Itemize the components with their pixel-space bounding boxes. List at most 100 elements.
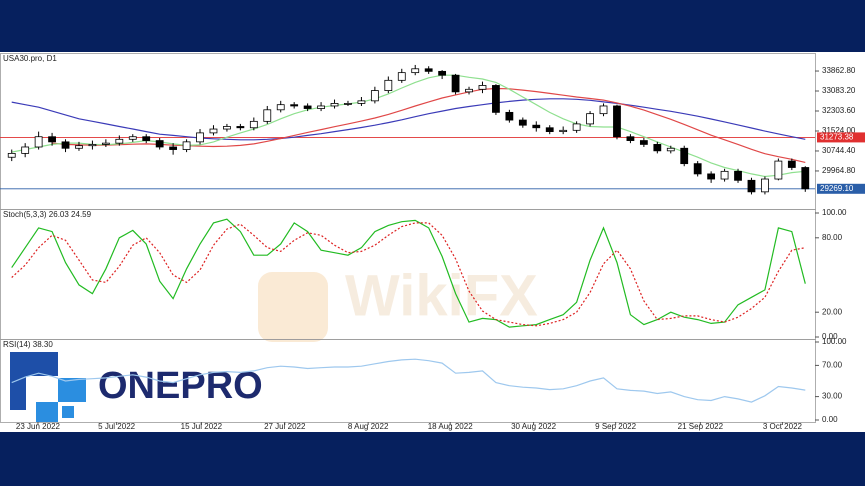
- x-tick-label: 3 Oct 2022: [763, 422, 803, 431]
- x-tick-label: 21 Sep 2022: [678, 422, 724, 431]
- watermark: WikiFX: [258, 263, 538, 342]
- watermark-text: WikiFX: [345, 263, 538, 328]
- candle-body: [586, 113, 594, 125]
- candle-body: [34, 136, 43, 148]
- candle-body: [249, 120, 258, 129]
- y-tick-label: 70.00: [822, 361, 843, 370]
- y-tick-label: 29964.80: [822, 166, 856, 175]
- logo-text: ONEPRO: [98, 365, 263, 407]
- candle-body: [559, 129, 568, 133]
- logo-shape: [36, 402, 58, 422]
- candle-body: [626, 136, 635, 141]
- price-level-label: 31273.38: [820, 133, 854, 142]
- candle-body: [182, 141, 191, 150]
- candle-body: [344, 103, 352, 105]
- y-tick-label: 80.00: [822, 233, 843, 242]
- candle-body: [290, 104, 299, 107]
- y-tick-label: 33862.80: [822, 66, 856, 75]
- candle-body: [169, 146, 178, 150]
- candle-body: [747, 179, 756, 193]
- candle-body: [599, 105, 608, 115]
- candle-body: [774, 160, 783, 180]
- candle-body: [7, 152, 16, 158]
- logo-shape: [10, 352, 26, 410]
- x-tick-label: 23 Jun 2022: [16, 422, 61, 431]
- candle-body: [236, 126, 245, 129]
- logo: ONEPRO: [10, 352, 263, 422]
- candle-body: [303, 105, 312, 109]
- candle-body: [75, 145, 83, 149]
- y-tick-label: 100.00: [822, 337, 847, 346]
- candle-body: [801, 167, 810, 190]
- candle-body: [411, 68, 420, 74]
- candle-body: [572, 123, 581, 131]
- candle-body: [787, 160, 796, 168]
- y-tick-label: 33083.20: [822, 86, 856, 95]
- candle-body: [438, 70, 447, 76]
- x-tick-label: 18 Aug 2022: [428, 422, 473, 431]
- price-level-badge: [817, 183, 865, 194]
- candle-body: [21, 146, 30, 154]
- candle-body: [276, 104, 285, 111]
- candle-body: [155, 140, 164, 148]
- candle-body: [451, 74, 460, 93]
- logo-shape: [62, 406, 74, 418]
- candle-body: [397, 72, 406, 81]
- candle-body: [48, 136, 56, 143]
- y-tick-label: 0.00: [822, 332, 838, 341]
- x-tick-label: 5 Jul 2022: [98, 422, 135, 431]
- logo-shape: [58, 378, 86, 402]
- y-tick-label: 31524.00: [822, 126, 856, 135]
- y-tick-label: 30744.40: [822, 146, 856, 155]
- price-level-label: 29269.10: [820, 184, 854, 193]
- candle-body: [223, 126, 231, 130]
- candle-body: [209, 128, 218, 134]
- x-tick-label: 27 Jul 2022: [264, 422, 306, 431]
- candle-body: [115, 138, 124, 144]
- x-tick-label: 8 Aug 2022: [348, 422, 389, 431]
- candle-body: [424, 68, 433, 72]
- series-line: [11, 218, 806, 328]
- candle-body: [128, 136, 137, 140]
- pane-title: USA30.pro, D1: [3, 54, 57, 63]
- x-tick-label: 30 Aug 2022: [511, 422, 556, 431]
- series-line: [11, 358, 806, 403]
- pane-border: [0, 339, 816, 423]
- candle-body: [518, 119, 527, 126]
- candle-body: [532, 124, 541, 129]
- candle-body: [478, 85, 487, 90]
- x-tick-label: 15 Jul 2022: [181, 422, 223, 431]
- candle-body: [613, 105, 621, 138]
- candle-body: [492, 85, 500, 113]
- candle-body: [357, 100, 366, 104]
- y-tick-label: 20.00: [822, 307, 843, 316]
- candle-body: [653, 144, 662, 152]
- pane-title: RSI(14) 38.30: [3, 340, 53, 349]
- candle-body: [317, 105, 325, 109]
- candle-body: [330, 103, 339, 107]
- y-tick-label: 30.00: [822, 392, 843, 401]
- series-line: [52, 87, 806, 163]
- x-tick-label: 9 Sep 2022: [595, 422, 636, 431]
- candle-body: [680, 147, 689, 165]
- price-level-badge: [817, 132, 865, 143]
- candle-body: [666, 147, 675, 152]
- watermark-icon: [258, 272, 328, 342]
- series-line: [11, 98, 806, 141]
- candle-body: [505, 111, 514, 121]
- candle-body: [761, 178, 769, 193]
- y-tick-label: 0.00: [822, 415, 838, 424]
- candle-body: [61, 141, 70, 149]
- candle-body: [465, 88, 473, 93]
- candle-body: [693, 163, 702, 175]
- candle-body: [196, 132, 204, 143]
- series-line: [11, 222, 806, 327]
- y-tick-label: 100.00: [822, 208, 847, 217]
- candle-body: [720, 170, 729, 180]
- candle-body: [101, 142, 110, 145]
- candle-body: [734, 170, 742, 181]
- candle-body: [384, 79, 393, 91]
- logo-shape: [26, 352, 58, 376]
